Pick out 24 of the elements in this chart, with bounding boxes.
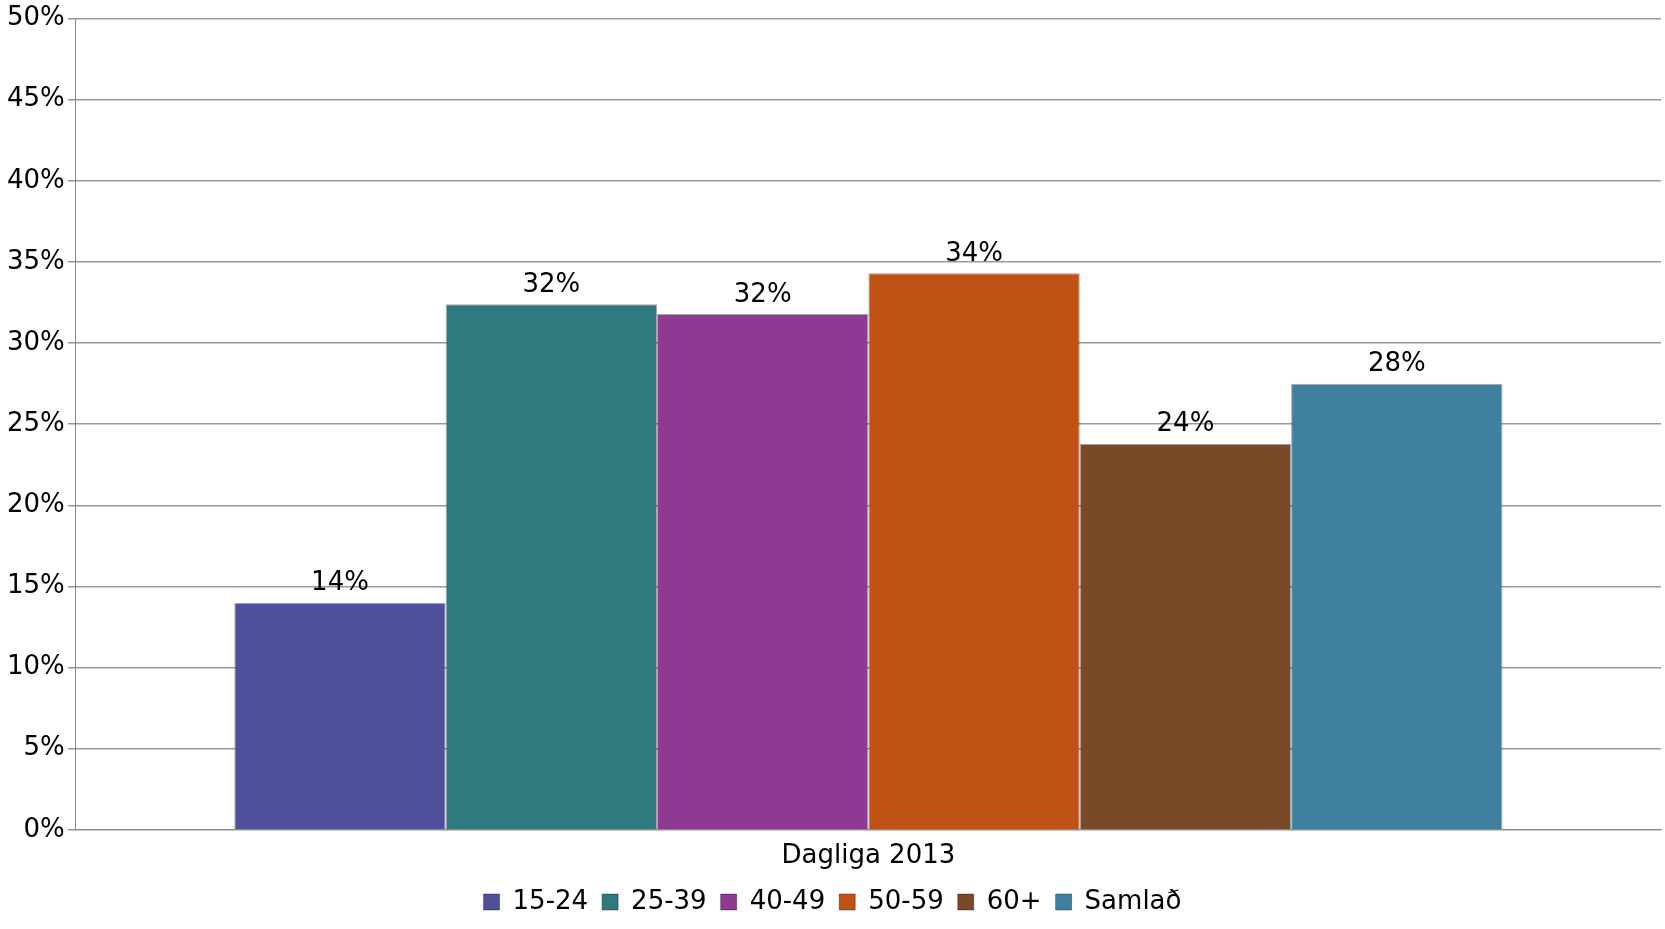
y-tick-label: 0% xyxy=(23,812,65,843)
y-tick-label: 40% xyxy=(6,163,65,194)
y-tick-label: 15% xyxy=(6,569,65,600)
y-tick-label: 45% xyxy=(6,82,65,113)
legend-label: 40-49 xyxy=(749,884,826,915)
data-label: 32% xyxy=(522,267,581,298)
y-tick-label: 25% xyxy=(6,406,65,437)
data-label: 24% xyxy=(1156,407,1215,438)
y-tick-label: 35% xyxy=(6,244,65,275)
legend-label: 15-24 xyxy=(512,884,589,915)
y-tick-label: 50% xyxy=(6,1,65,32)
data-label: 32% xyxy=(733,277,792,308)
y-tick-label: 10% xyxy=(6,650,65,681)
data-label: 28% xyxy=(1367,347,1426,378)
legend-label: 50-59 xyxy=(868,884,944,915)
y-tick-label: 20% xyxy=(6,488,65,519)
data-label: 14% xyxy=(311,566,369,597)
legend-label: 60+ xyxy=(986,884,1042,915)
data-label: 34% xyxy=(945,237,1003,268)
y-tick-label: 5% xyxy=(23,731,65,762)
legend-label: 25-39 xyxy=(631,884,707,915)
legend-label: Samlað xyxy=(1084,884,1182,915)
x-tick-label: Dagliga 2013 xyxy=(781,839,956,870)
y-tick-label: 30% xyxy=(6,325,65,356)
